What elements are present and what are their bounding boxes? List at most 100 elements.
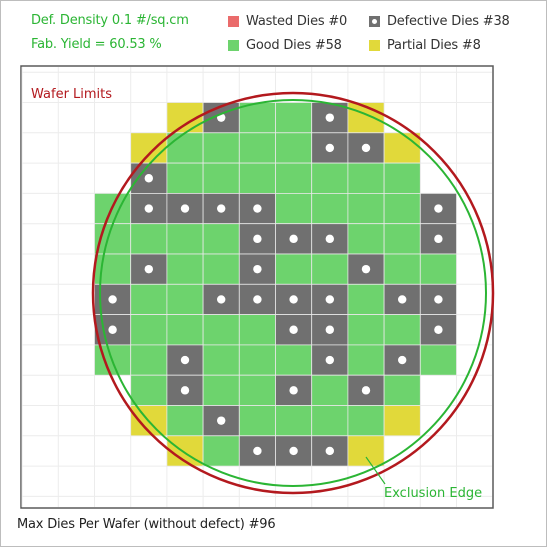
- defect-density-text: Def. Density 0.1 #/sq.cm: [31, 13, 189, 28]
- legend-defective-label: Defective Dies #38: [387, 13, 510, 29]
- good-die: [383, 253, 421, 285]
- good-die: [202, 253, 240, 285]
- partial-die: [347, 435, 385, 467]
- good-die: [347, 192, 385, 225]
- defective-die: [311, 132, 349, 164]
- defect-dot: [289, 295, 298, 304]
- good-die: [130, 314, 168, 346]
- partial-die: [383, 132, 421, 164]
- partial-die: [130, 132, 168, 164]
- good-die: [383, 162, 421, 194]
- good-die: [166, 253, 204, 285]
- defect-dot: [217, 416, 226, 425]
- good-die: [383, 223, 421, 255]
- good-die: [383, 192, 421, 225]
- good-die: [311, 405, 349, 437]
- good-die: [275, 102, 313, 134]
- defect-dot: [325, 234, 334, 244]
- wafer-limits-label: Wafer Limits: [31, 87, 112, 102]
- legend-good-label: Good Dies #58: [246, 37, 342, 53]
- good-die: [311, 253, 349, 285]
- defect-dot: [325, 143, 334, 153]
- good-die: [166, 162, 204, 194]
- good-die: [311, 162, 349, 194]
- die-grid: [94, 102, 457, 467]
- good-die: [383, 314, 421, 346]
- defect-dot: [253, 234, 262, 244]
- defect-dot: [434, 234, 443, 244]
- good-die: [347, 314, 385, 346]
- good-die: [347, 405, 385, 437]
- defect-dot: [108, 325, 117, 334]
- good-die: [166, 223, 204, 255]
- defect-dot: [253, 264, 262, 274]
- defect-dot: [289, 325, 298, 334]
- defect-dot: [434, 204, 443, 213]
- good-die: [275, 132, 313, 164]
- exclusion-edge-label: Exclusion Edge: [384, 486, 482, 501]
- good-die: [166, 132, 204, 164]
- max-dies-footer: Max Dies Per Wafer (without defect) #96: [17, 517, 276, 532]
- defect-dot: [108, 295, 117, 304]
- good-die: [419, 253, 457, 285]
- defect-dot: [325, 113, 334, 122]
- defect-dot: [434, 295, 443, 304]
- good-die: [275, 344, 313, 376]
- defective-die: [311, 223, 349, 255]
- good-die: [202, 435, 240, 467]
- good-die: [311, 374, 349, 406]
- wasted-swatch: [228, 15, 239, 27]
- defect-dot: [289, 234, 298, 244]
- good-die: [166, 314, 204, 346]
- defect-dot: [217, 204, 226, 213]
- defect-dot: [361, 143, 371, 153]
- legend-wasted: Wasted Dies #0: [228, 13, 347, 29]
- defect-dot: [217, 295, 226, 304]
- legend-wasted-label: Wasted Dies #0: [246, 13, 348, 29]
- defect-dot: [361, 264, 371, 274]
- good-die: [202, 374, 240, 406]
- good-die: [419, 344, 457, 376]
- good-die: [166, 283, 204, 315]
- exclusion-edge-circle: [99, 99, 487, 487]
- good-die: [347, 162, 385, 194]
- good-die: [238, 405, 276, 437]
- legend-defective: Defective Dies #38: [369, 13, 510, 29]
- good-die: [275, 162, 313, 194]
- good-die: [202, 162, 240, 194]
- good-die: [202, 314, 240, 346]
- defect-dot: [325, 295, 334, 304]
- good-die: [275, 253, 313, 285]
- legend-partial-label: Partial Dies #8: [387, 37, 481, 53]
- good-die: [238, 374, 276, 406]
- good-die: [238, 102, 276, 134]
- good-die: [166, 405, 204, 437]
- good-die: [202, 132, 240, 164]
- defect-dot: [361, 386, 371, 395]
- legend-good: Good Dies #58: [228, 37, 342, 53]
- good-die: [347, 223, 385, 255]
- good-die: [238, 162, 276, 194]
- good-die: [130, 283, 168, 315]
- exclusion-edge-pointer: [365, 456, 386, 485]
- wafer-limits-circle: [91, 91, 495, 495]
- defect-dot: [289, 386, 298, 395]
- good-die: [130, 223, 168, 255]
- good-die: [130, 344, 168, 376]
- legend-partial: Partial Dies #8: [369, 37, 481, 53]
- defect-dot: [180, 355, 190, 365]
- good-die: [311, 192, 349, 225]
- defect-dot: [325, 446, 334, 456]
- good-die: [238, 314, 276, 346]
- defect-dot: [253, 446, 262, 456]
- defect-dot: [398, 355, 407, 365]
- defect-dot: [180, 204, 190, 213]
- good-die: [347, 344, 385, 376]
- good-die: [238, 344, 276, 376]
- partial-swatch: [369, 39, 380, 51]
- defective-die: [311, 344, 349, 376]
- good-die: [275, 192, 313, 225]
- fab-yield-text: Fab. Yield = 60.53 %: [31, 37, 162, 52]
